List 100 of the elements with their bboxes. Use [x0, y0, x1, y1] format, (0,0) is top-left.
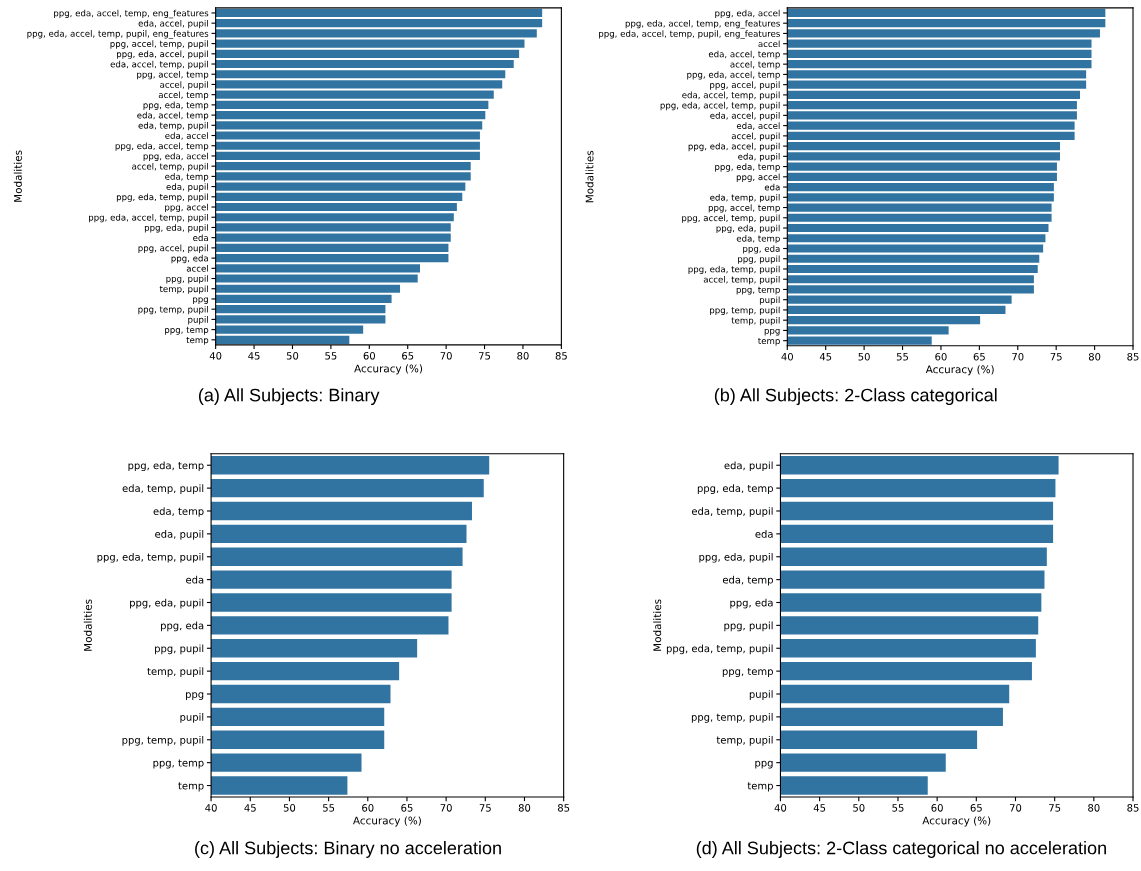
y-tick-label: ppg, eda, temp, pupil [666, 644, 773, 655]
y-tick-label: accel, pupil [731, 132, 780, 141]
y-tick-label: temp [758, 337, 780, 346]
y-tick-label: eda [764, 183, 780, 191]
y-tick-label: eda, temp [736, 234, 780, 244]
y-tick-label: eda, pupil [738, 153, 780, 162]
x-tick-label: 40 [205, 804, 217, 812]
x-tick-label: 75 [1050, 353, 1062, 361]
x-axis-title: Accuracy (%) [353, 816, 421, 827]
y-tick-label: ppg, eda, accel, temp [115, 142, 209, 151]
y-axis-title: Modalities [585, 150, 594, 203]
x-tick-label: 55 [892, 804, 904, 812]
y-tick-label: ppg, accel, pupil [138, 244, 208, 253]
y-tick-label: ppg, eda, temp [143, 101, 209, 110]
y-tick-label: temp [747, 782, 773, 792]
y-tick-label: ppg, temp, pupil [710, 306, 780, 316]
x-axis-title: Accuracy (%) [922, 816, 991, 827]
y-tick-label: ppg, eda, accel, temp, eng_features [54, 9, 209, 19]
x-tick-label: 40 [781, 352, 793, 361]
x-tick-label: 80 [518, 804, 531, 812]
x-tick-label: 50 [283, 804, 296, 812]
y-tick-label: ppg [193, 297, 208, 305]
y-tick-label: temp, pupil [716, 735, 773, 746]
text: (a) All Subjects: Binary [198, 388, 380, 406]
y-tick-label: ppg, eda, temp, pupil [97, 552, 204, 563]
y-tick-label: ppg, temp, pupil [138, 305, 208, 315]
y-tick-label: eda, temp [153, 507, 204, 517]
y-tick-label: pupil [188, 316, 208, 325]
y-tick-label: pupil [759, 296, 780, 305]
x-tick-label: 45 [819, 353, 832, 361]
x-tick-label: 65 [401, 804, 413, 812]
y-tick-label: eda, temp [722, 575, 773, 586]
x-tick-label: 70 [1009, 804, 1022, 812]
y-tick-label: ppg, eda, accel, temp, pupil, eng_features [27, 30, 209, 39]
y-tick-label: ppg, eda, accel, temp, pupil [89, 213, 208, 223]
x-tick-label: 65 [973, 352, 985, 361]
x-tick-label: 45 [244, 804, 256, 812]
y-tick-label: temp, pupil [159, 285, 208, 294]
y-tick-label: ppg, eda, pupil [716, 224, 780, 234]
x-tick-label: 80 [1088, 352, 1101, 361]
y-tick-label: ppg, temp, pupil [691, 713, 773, 723]
y-tick-label: eda, pupil [724, 461, 773, 472]
x-tick-label: 70 [440, 804, 452, 812]
y-tick-label: ppg, temp, pupil [122, 735, 204, 746]
y-tick-label: eda [193, 234, 208, 242]
x-tick-label: 70 [440, 352, 452, 360]
y-tick-label: ppg, eda, temp, pupil [116, 193, 208, 202]
y-tick-label: ppg, pupil [738, 255, 780, 264]
y-tick-label: eda, pupil [166, 183, 208, 192]
y-tick-label: ppg, eda, pupil [144, 224, 208, 233]
y-tick-label: eda, accel [736, 122, 780, 130]
x-tick-label: 85 [557, 804, 570, 812]
y-tick-label: ppg, accel, pupil [710, 81, 780, 90]
y-tick-label: ppg, eda [171, 254, 208, 264]
x-tick-label: 55 [323, 804, 335, 812]
y-tick-label: temp, pupil [731, 316, 780, 326]
x-axis-title: Accuracy (%) [354, 364, 423, 375]
y-tick-label: accel, pupil [160, 81, 208, 90]
y-tick-label: accel, temp, pupil [703, 275, 780, 285]
y-tick-label: eda, temp, pupil [138, 122, 208, 131]
x-tick-label: 75 [479, 352, 491, 360]
y-tick-label: ppg, eda [730, 598, 773, 609]
y-tick-label: accel [186, 265, 208, 272]
y-tick-label: ppg, eda, accel, temp [687, 71, 780, 80]
y-tick-label: pupil [749, 690, 773, 700]
y-tick-label: eda, accel, temp [708, 50, 780, 59]
y-tick-label: ppg [755, 760, 773, 769]
x-tick-label: 60 [935, 352, 947, 361]
y-tick-label: ppg, eda [161, 621, 204, 632]
y-tick-label: ppg, eda, pupil [699, 552, 773, 563]
y-tick-label: ppg, eda [743, 245, 780, 254]
y-tick-label: ppg, accel, temp [137, 70, 209, 80]
x-tick-label: 65 [402, 352, 414, 360]
y-tick-label: ppg, eda, temp [697, 484, 773, 494]
x-tick-label: 85 [1127, 352, 1139, 361]
y-tick-label: ppg, accel, temp [708, 204, 780, 213]
y-tick-label: eda [755, 530, 773, 538]
x-tick-label: 55 [896, 353, 909, 361]
y-tick-label: eda, temp, pupil [122, 484, 204, 494]
y-tick-label: eda, pupil [155, 530, 204, 540]
y-tick-label: ppg, temp [165, 326, 209, 335]
y-tick-label: eda [186, 575, 204, 584]
y-tick-label: ppg, pupil [166, 275, 208, 284]
y-tick-label: temp [186, 337, 209, 345]
x-tick-label: 65 [970, 804, 982, 812]
x-tick-label: 85 [555, 352, 567, 360]
x-tick-label: 40 [209, 352, 222, 360]
y-tick-label: ppg, eda, accel, temp, pupil, eng_features [599, 30, 780, 39]
y-tick-label: ppg, eda, accel, pupil [688, 142, 780, 152]
x-tick-label: 45 [813, 804, 826, 812]
y-tick-label: ppg, eda, temp [128, 461, 204, 472]
x-tick-label: 75 [1049, 804, 1061, 812]
y-tick-label: ppg, eda, accel [715, 9, 780, 19]
y-tick-label: ppg, eda, accel [143, 152, 208, 162]
y-axis-title: Modalities [13, 150, 22, 202]
x-tick-label: 75 [479, 804, 491, 812]
y-tick-label: ppg, pupil [155, 644, 204, 655]
x-tick-label: 80 [517, 352, 529, 360]
y-tick-label: ppg, accel, temp, pupil [110, 40, 208, 49]
y-tick-label: ppg, pupil [724, 621, 773, 632]
